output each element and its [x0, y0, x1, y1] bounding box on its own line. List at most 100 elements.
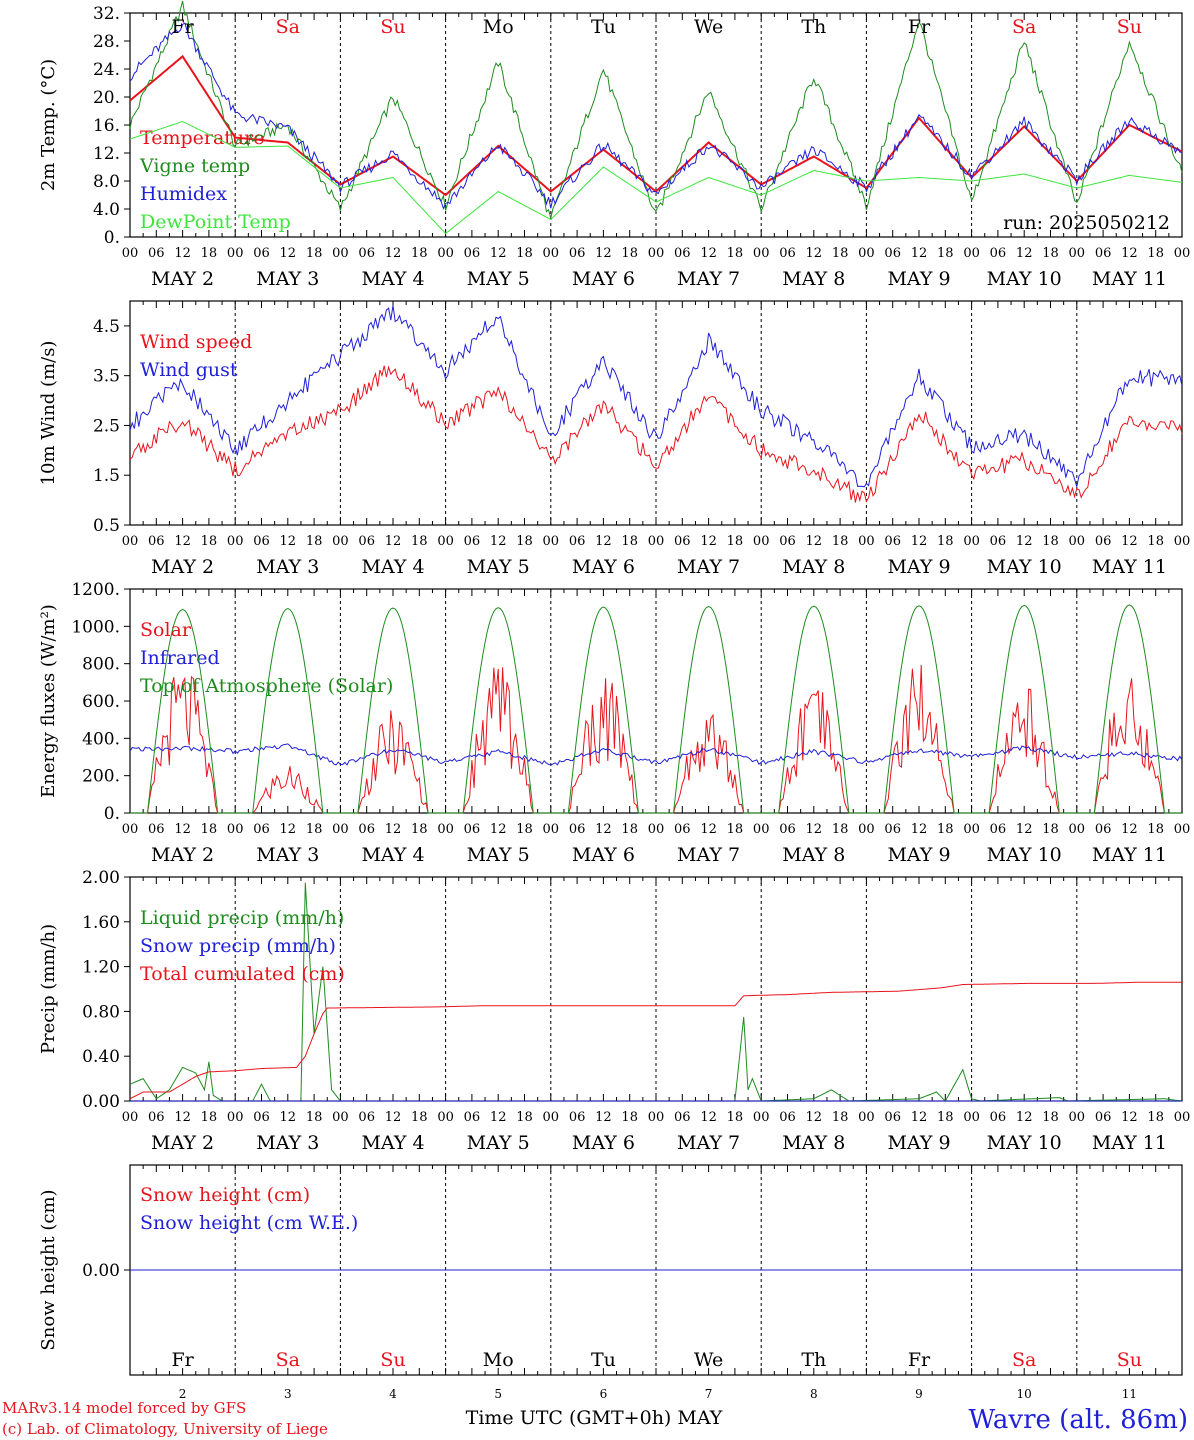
- x-hour-label: 06: [253, 246, 270, 261]
- x-day-number: 5: [494, 1387, 502, 1401]
- x-date-label: MAY 5: [467, 556, 530, 578]
- y-tick-label: 28.: [93, 32, 120, 52]
- x-hour-label: 06: [569, 246, 586, 261]
- x-date-label: MAY 2: [151, 844, 214, 866]
- location-label: Wavre (alt. 86m): [968, 1405, 1188, 1435]
- x-hour-label: 06: [990, 822, 1007, 837]
- x-hour-label: 06: [674, 822, 691, 837]
- x-hour-label: 18: [516, 246, 533, 261]
- x-date-label: MAY 8: [782, 1132, 845, 1154]
- x-hour-label: 06: [779, 1110, 796, 1125]
- day-name-label: Fr: [171, 1349, 194, 1371]
- day-name-label: Fr: [908, 16, 931, 38]
- x-hour-label: 06: [358, 246, 375, 261]
- panel-5: 0.00 Snow height (cm) Snow height (cm) Snow…: [38, 1164, 1183, 1401]
- legend-entry: Wind gust: [140, 359, 238, 381]
- x-date-label: MAY 4: [361, 1132, 424, 1154]
- series-line: [130, 604, 1182, 814]
- x-hour-label: 18: [201, 1110, 218, 1125]
- x-hour-label: 18: [832, 534, 849, 549]
- x-hour-label: 12: [595, 822, 612, 837]
- y-tick-label: 400.: [82, 729, 120, 749]
- y-tick-label: 0.40: [82, 1047, 120, 1067]
- x-date-label: MAY 10: [987, 268, 1062, 290]
- panel-3: 0. 200. 400. 600. 800. 1000. 1200. Energy fluxe…: [38, 580, 1190, 866]
- x-hour-label: 00: [543, 534, 560, 549]
- x-date-label: MAY 6: [572, 556, 635, 578]
- x-hour-label: 18: [306, 534, 323, 549]
- x-hour-label: 06: [148, 822, 165, 837]
- x-hour-label: 18: [1147, 246, 1164, 261]
- plot-frame: [129, 300, 1183, 526]
- panel-2: 0.5 1.5 2.5 3.5 4.5 10m Wind (m/s) 00 06 12 18 MAY…: [38, 300, 1190, 578]
- x-hour-label: 18: [201, 534, 218, 549]
- x-hour-label: 00: [858, 534, 875, 549]
- x-hour-label: 00: [122, 1110, 139, 1125]
- x-hour-label: 12: [174, 246, 191, 261]
- y-tick-label: 1.20: [82, 958, 120, 978]
- x-day-number: 3: [284, 1387, 292, 1401]
- day-name-label: Sa: [276, 16, 300, 38]
- x-hour-label: 00: [437, 822, 454, 837]
- y-tick-label: 0.80: [82, 1002, 120, 1022]
- x-hour-label: 00: [227, 534, 244, 549]
- x-hour-label: 06: [148, 534, 165, 549]
- x-hour-label: 12: [1121, 822, 1138, 837]
- x-date-label: MAY 9: [887, 844, 950, 866]
- x-hour-label: 12: [806, 1110, 823, 1125]
- x-day-number: 4: [389, 1387, 397, 1401]
- day-name-label: Sa: [276, 1349, 300, 1371]
- y-tick-label: 0.5: [93, 516, 120, 536]
- x-hour-label: 12: [700, 534, 717, 549]
- x-date-label: MAY 8: [782, 844, 845, 866]
- x-hour-label: 00: [122, 246, 139, 261]
- x-date-label: MAY 7: [677, 556, 740, 578]
- x-day-number: 8: [810, 1387, 818, 1401]
- x-hour-label: 18: [1042, 246, 1059, 261]
- y-tick-label: 16.: [93, 116, 120, 136]
- day-name-label: Fr: [908, 1349, 931, 1371]
- x-hour-label: 12: [700, 246, 717, 261]
- x-hour-label: 00: [858, 246, 875, 261]
- x-hour-label: 18: [1147, 1110, 1164, 1125]
- x-hour-label: 12: [1016, 246, 1033, 261]
- x-date-label: MAY 9: [887, 268, 950, 290]
- x-hour-label: 12: [806, 822, 823, 837]
- y-tick-label: 1200.: [71, 580, 120, 600]
- x-hour-label: 18: [1147, 822, 1164, 837]
- x-hour-label: 06: [779, 822, 796, 837]
- legend-entry: Snow height (cm W.E.): [140, 1212, 358, 1234]
- x-hour-label: 12: [385, 822, 402, 837]
- x-hour-label: 06: [253, 1110, 270, 1125]
- x-hour-label: 06: [990, 246, 1007, 261]
- x-hour-label: 12: [1121, 534, 1138, 549]
- day-name-label: Mo: [483, 16, 514, 38]
- y-tick-label: 12.: [93, 144, 120, 164]
- x-date-label: MAY 11: [1092, 268, 1167, 290]
- x-day-number: 11: [1122, 1387, 1137, 1401]
- x-hour-label: 12: [280, 1110, 297, 1125]
- y-axis-title: 2m Temp. (°C): [38, 59, 59, 191]
- x-date-label: MAY 11: [1092, 1132, 1167, 1154]
- x-hour-label: 06: [1095, 822, 1112, 837]
- y-axis-title: Snow height (cm): [38, 1189, 59, 1350]
- x-hour-label: 12: [911, 822, 928, 837]
- x-date-label: MAY 10: [987, 844, 1062, 866]
- x-hour-label: 00: [1174, 1110, 1191, 1125]
- x-hour-label: 06: [884, 246, 901, 261]
- y-tick-label: 8.0: [93, 172, 120, 192]
- x-hour-label: 06: [253, 534, 270, 549]
- x-hour-label: 06: [674, 1110, 691, 1125]
- x-hour-label: 00: [963, 246, 980, 261]
- x-hour-label: 18: [1042, 822, 1059, 837]
- legend-entry: Total cumulated (cm): [140, 963, 345, 985]
- x-date-label: MAY 5: [467, 1132, 530, 1154]
- day-name-label: Su: [380, 1349, 405, 1371]
- x-hour-label: 00: [437, 1110, 454, 1125]
- x-hour-label: 18: [832, 822, 849, 837]
- series-line: [129, 743, 1183, 766]
- x-hour-label: 18: [727, 246, 744, 261]
- day-name-label: Sa: [1012, 1349, 1036, 1371]
- x-hour-label: 00: [753, 534, 770, 549]
- y-tick-label: 0.: [104, 804, 120, 824]
